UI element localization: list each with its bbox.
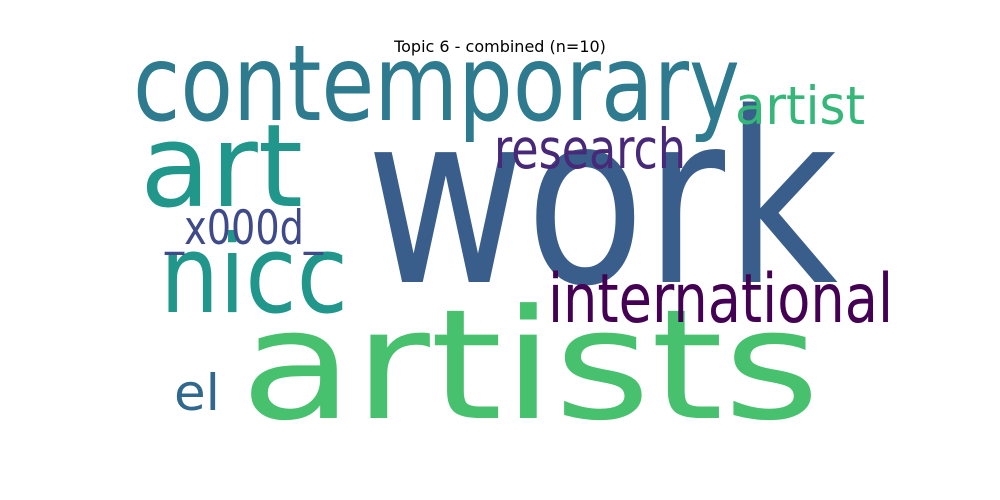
word-artists: artists [240,276,820,454]
word-work: work [366,63,838,339]
word-nicc: nicc [160,213,348,338]
chart-title: Topic 6 - combined (n=10) [394,37,606,56]
word-research: research [494,117,686,181]
word-el: el [174,364,220,422]
word-international: international [548,259,893,338]
word-art: art [140,100,303,234]
word-contemporary: contemporary [133,23,740,145]
word-artist: artist [735,76,865,137]
word-x000d: _x000d_ [164,201,324,256]
